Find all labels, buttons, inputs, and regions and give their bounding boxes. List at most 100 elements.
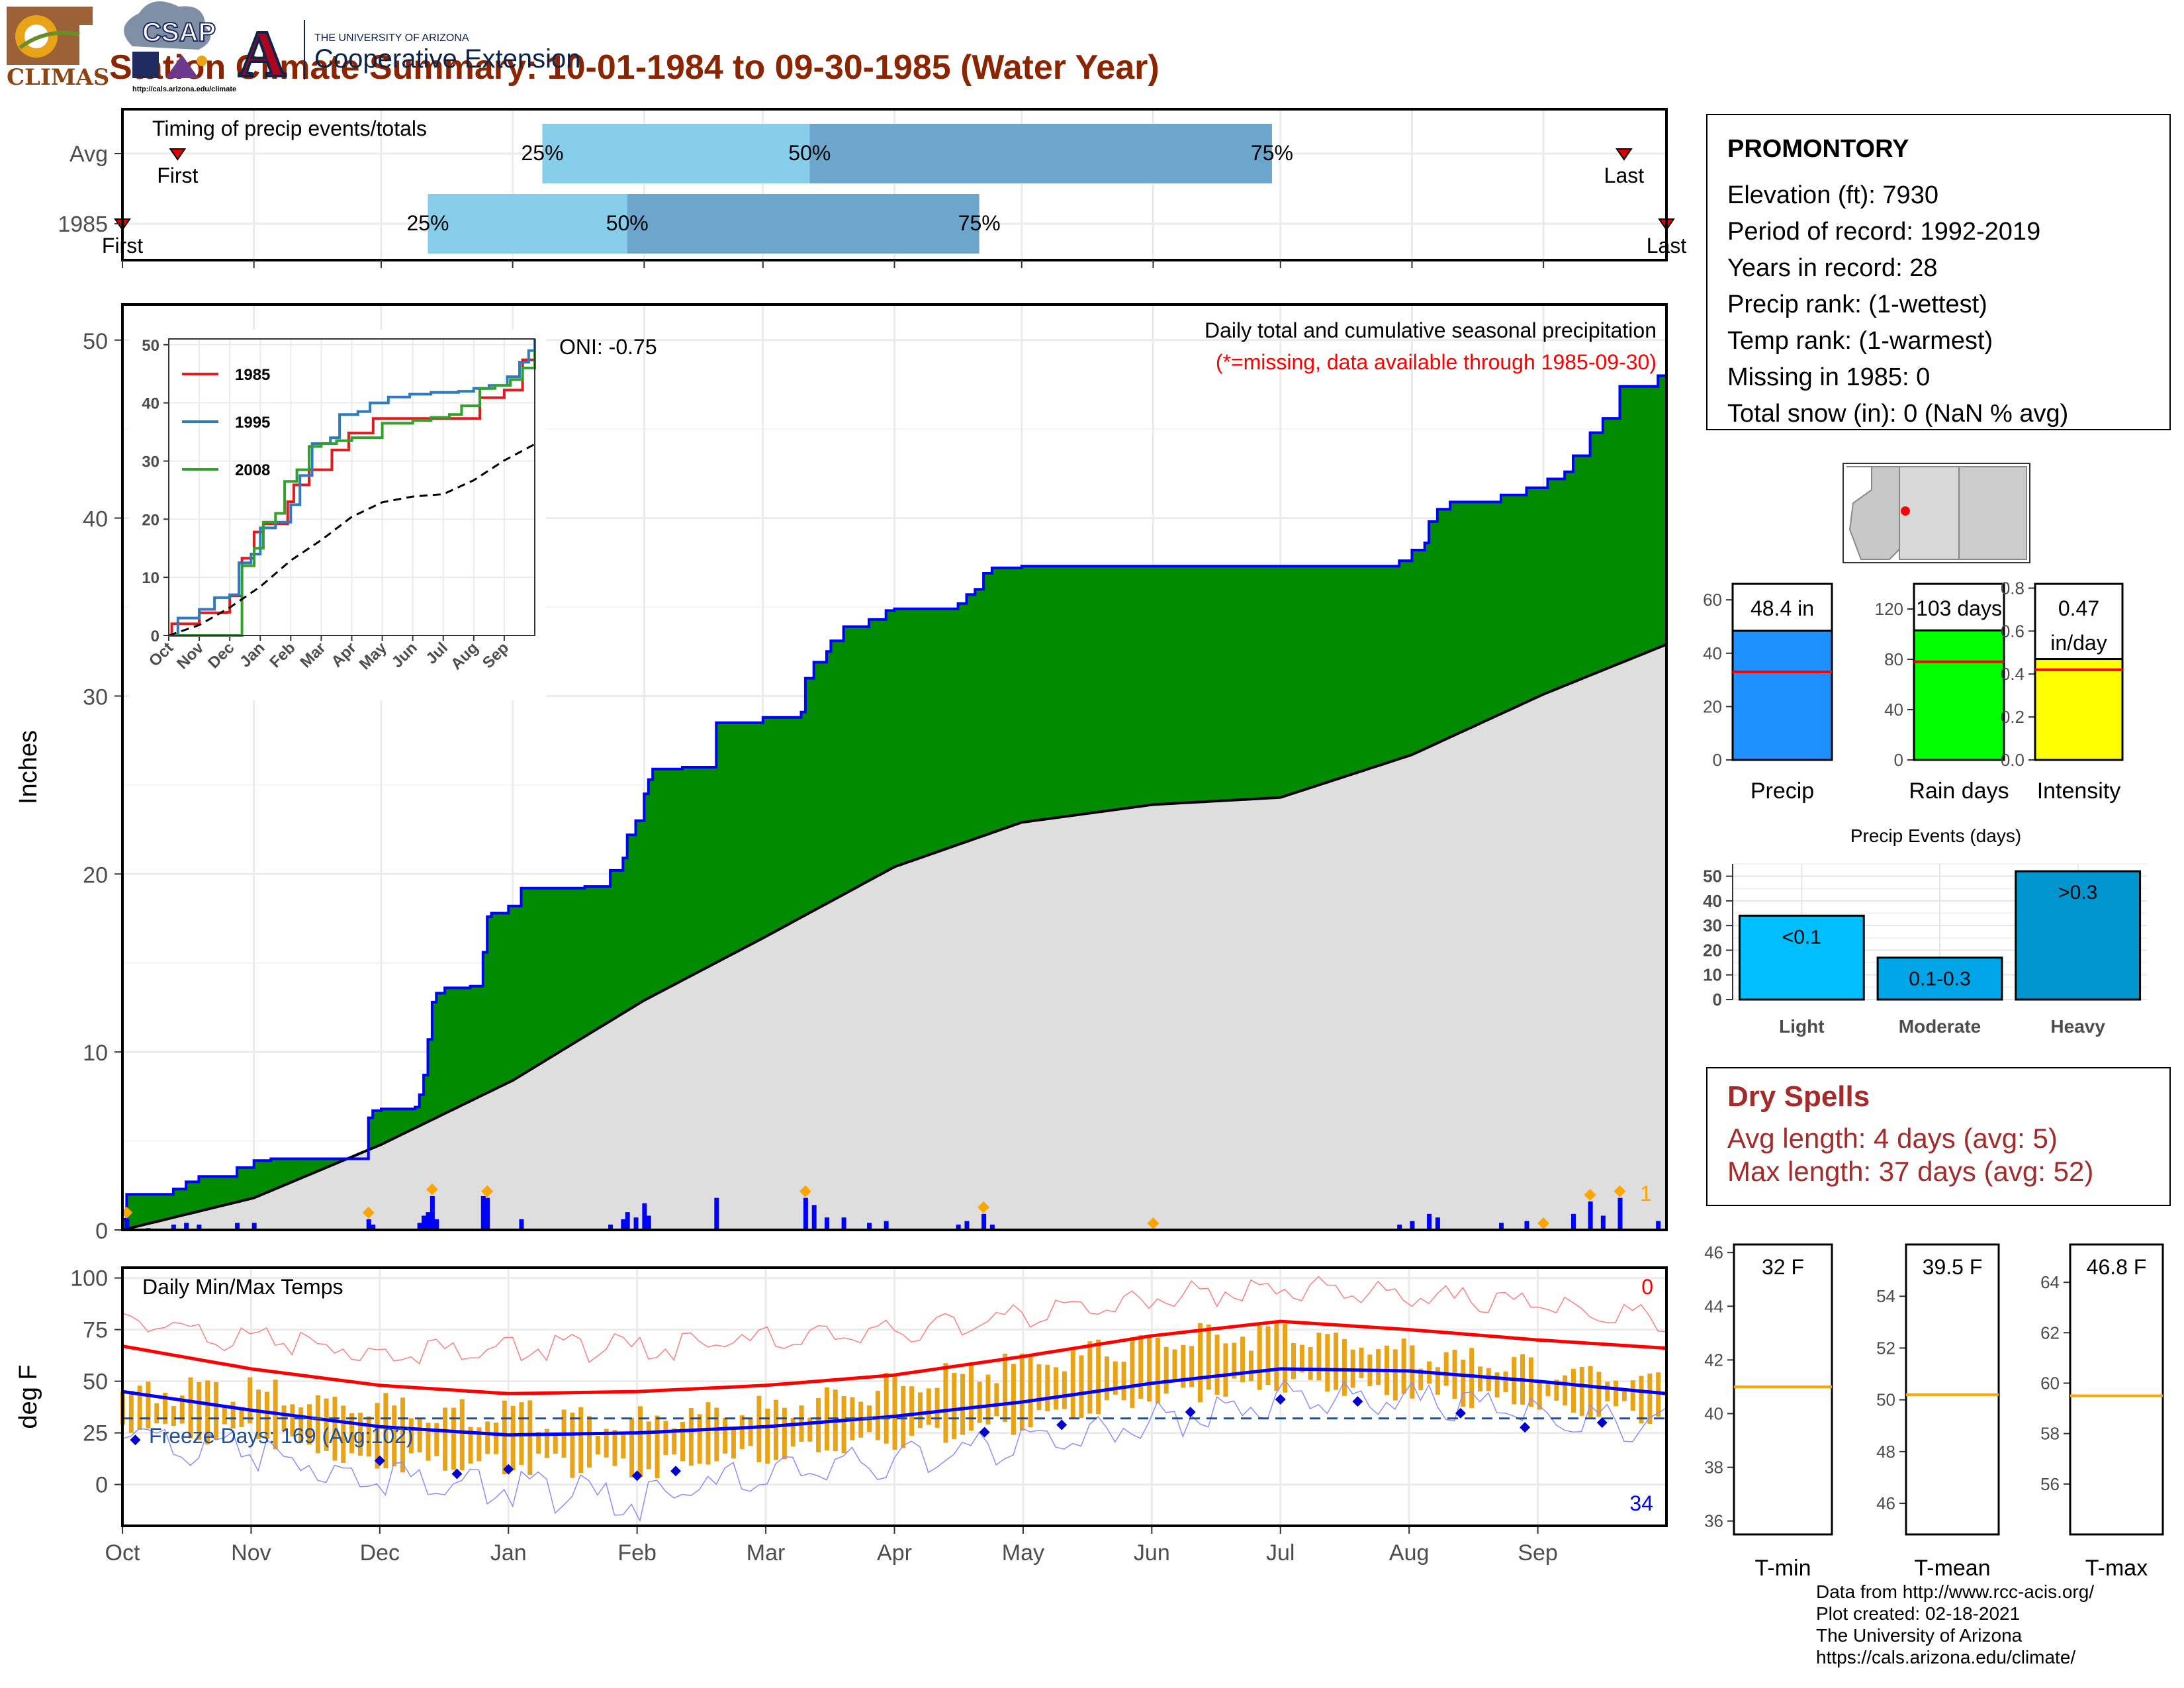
temp-daily-bar [637,1406,643,1477]
temp-daily-bar [248,1377,253,1424]
temp-daily-bar [1172,1349,1177,1382]
temp-daily-bar [307,1404,312,1445]
temp-daily-bar [1621,1388,1627,1401]
temp-daily-bar [1639,1376,1644,1424]
timing-p50-label: 50% [606,211,649,235]
temp-daily-bar [1130,1337,1135,1408]
climas-logo: CLIMAS [7,7,109,91]
precip-daily-bar [867,1223,872,1230]
temp-daily-bar [1223,1343,1228,1397]
temp-daily-bar [655,1415,660,1479]
timing-first-marker [169,148,187,161]
events-bar-label: 0.1-0.3 [1909,968,1970,990]
temp-normal-min-line [122,1367,1667,1437]
precip-daily-bar [633,1217,639,1230]
temp-daily-bar [612,1430,617,1466]
temp-y-tick-label: 100 [70,1266,108,1291]
timing-last-label: Last [1604,164,1645,187]
temp-daily-bar [1554,1380,1559,1401]
temp-record-min-line [122,1379,1667,1523]
temp-daily-bar [1011,1364,1016,1435]
temp-record-low-marker [1185,1407,1196,1418]
page-title: Station Climate Summary: 10-01-1984 to 0… [109,48,1160,87]
temp-freeze-text: Freeze Days: 169 (Avg:102) [149,1424,414,1448]
precip-y-tick-label: 10 [83,1041,108,1066]
precip-daily-bar [981,1213,987,1230]
temp-daily-bar [137,1385,142,1430]
precip-daily-bar [1588,1201,1593,1230]
temp-daily-bar [1630,1380,1635,1411]
temp-month-label: Dec [360,1540,400,1566]
temp-daily-bar [188,1377,193,1438]
temp-daily-bar [595,1435,600,1455]
temp-daily-bar [739,1415,745,1450]
temp-month-label: Mar [747,1540,786,1566]
temp-daily-bar [426,1423,431,1461]
temp-daily-bar [1138,1335,1144,1399]
tsum-frame [2069,1243,2164,1536]
inset-legend-label: 1985 [235,366,270,384]
temp-daily-bar [621,1431,626,1459]
events-category-label: Heavy [2050,1016,2105,1037]
tsum-y-tick-label: 46 [1876,1493,1895,1513]
oni-label: ONI: -0.75 [559,335,657,359]
temp-record-low-marker [503,1464,514,1475]
temp-daily-bar [485,1421,490,1454]
temp-daily-bar [782,1407,787,1460]
temp-record-low-marker [1275,1393,1286,1405]
inset-frame [168,338,535,636]
inset-y-tick-label: 50 [142,337,159,355]
temp-daily-bar [604,1429,609,1458]
temp-daily-bar [544,1429,549,1458]
temp-daily-bar [765,1408,770,1464]
precip-daily-bar [964,1221,970,1230]
footer-org: The University of Arizona [1816,1625,2023,1646]
station-name: PROMONTORY [1727,135,1909,163]
precip-daily-bar [197,1224,202,1230]
temp-daily-bar [256,1389,261,1440]
temp-record-low-marker [451,1468,463,1479]
temp-daily-bar [1308,1347,1313,1380]
temp-daily-bar [128,1390,134,1433]
temp-daily-bar [977,1382,982,1423]
tsum-y-tick-label: 38 [1704,1458,1723,1477]
kpi-y-tick-label: 20 [1703,696,1722,716]
timing-p75-label: 75% [958,211,1001,235]
temp-daily-bar [357,1413,363,1456]
temp-daily-bar [163,1392,168,1425]
csap-text: CSAP [142,18,216,47]
timing-quartile-bar-upper [809,124,1272,183]
kpi-y-tick-label: 0.8 [2001,578,2025,598]
tsum-y-tick-label: 42 [1704,1350,1723,1370]
precip-daily-bar [1617,1197,1623,1230]
temp-daily-bar [1274,1323,1279,1391]
temp-daily-bar [434,1423,439,1456]
tsum-value-label: 32 F [1762,1255,1804,1279]
tsum-y-tick-label: 56 [2040,1474,2060,1494]
events-y-tick-label: 10 [1703,965,1722,985]
temp-daily-bar [1486,1368,1491,1391]
precip-daily-bar [519,1219,524,1230]
temp-daily-bar [960,1374,966,1435]
station-info-box: PROMONTORY Elevation (ft): 7930 Period o… [1706,114,2171,430]
events-category-label: Moderate [1899,1016,1981,1037]
temp-daily-bar [901,1385,906,1448]
precip-extreme-marker [1614,1185,1626,1197]
tsum-category-label: T-min [1755,1556,1811,1581]
temp-daily-bar [1028,1356,1033,1428]
temp-daily-bar [1181,1344,1186,1388]
temp-daily-bar [553,1432,558,1454]
temp-daily-bar [400,1397,406,1473]
timing-first-label: First [157,164,198,187]
precip-daily-bar [803,1197,808,1230]
kpi-category-label: Precip [1751,778,1814,804]
timing-last-marker [1615,148,1633,161]
temp-max-count: 0 [1641,1275,1653,1299]
temp-month-label: Oct [105,1540,140,1566]
precip-y-tick-label: 0 [95,1219,108,1244]
temp-daily-bar [264,1391,269,1439]
precip-daily-bar [1397,1224,1402,1230]
temp-daily-bar [790,1417,796,1447]
precip-daily-bar [1570,1213,1576,1230]
